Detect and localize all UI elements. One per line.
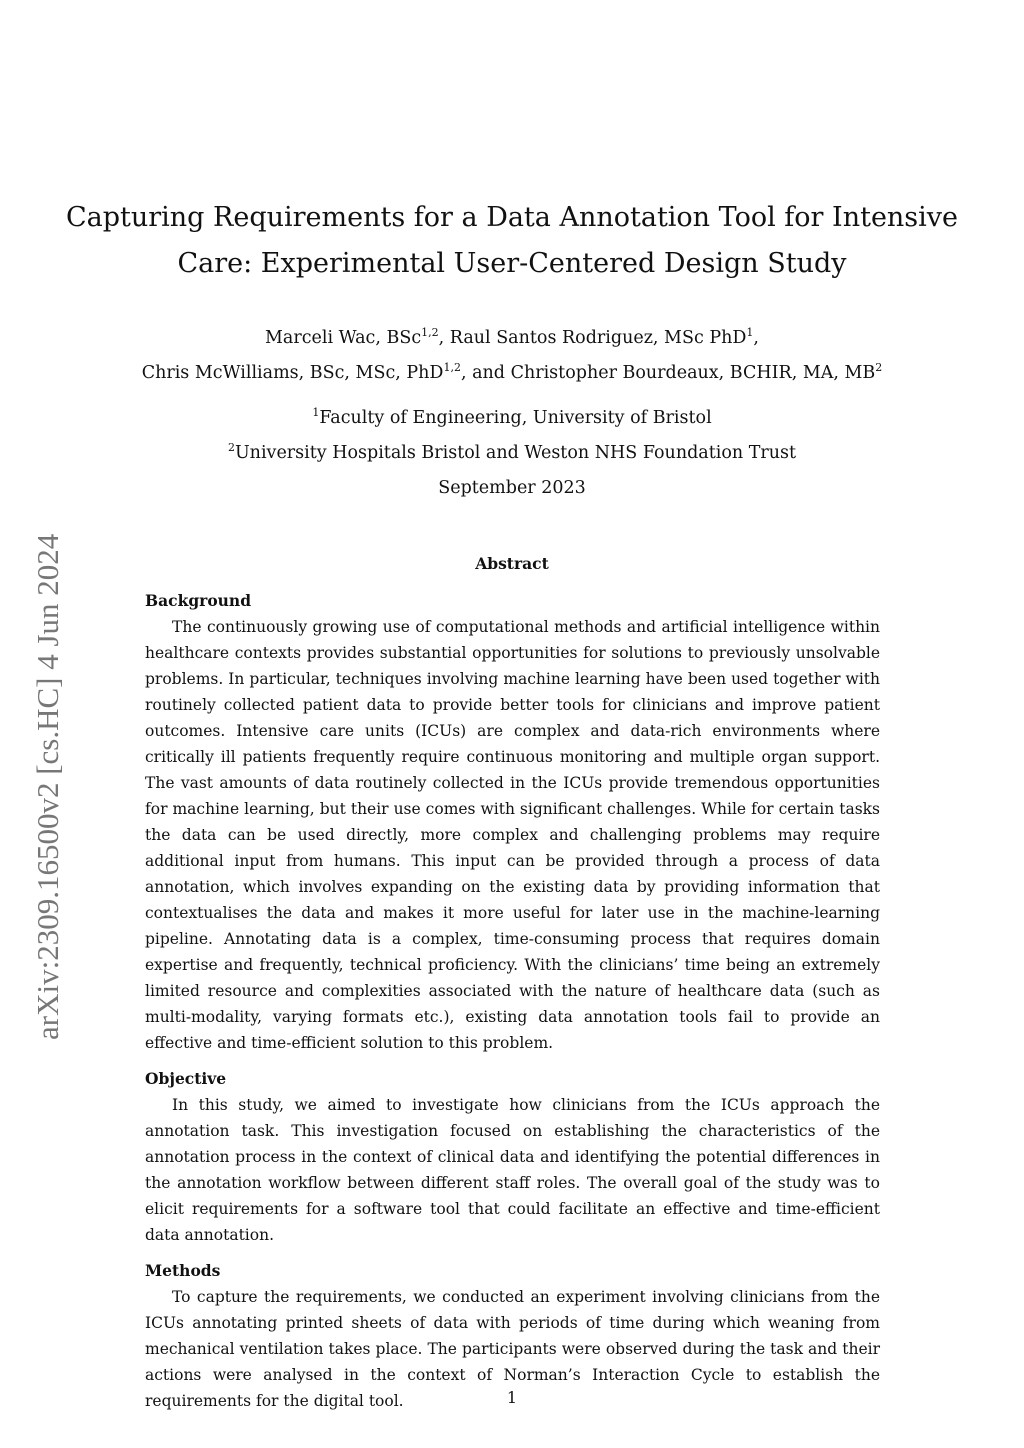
page-number: 1 xyxy=(506,1388,518,1407)
section-text: The continuously growing use of computat… xyxy=(145,618,880,1052)
section-heading: Background xyxy=(145,591,252,610)
paper-title: Capturing Requirements for a Data Annota… xyxy=(65,202,959,279)
section-heading: Objective xyxy=(145,1069,227,1088)
section-text: In this study, we aimed to investigate h… xyxy=(145,1096,880,1244)
section-heading: Methods xyxy=(145,1261,221,1280)
arxiv-identifier: arXiv:2309.16500v2 [cs.HC] 4 Jun 2024 xyxy=(30,533,65,1040)
section-text: To capture the requirements, we conducte… xyxy=(145,1288,880,1410)
abstract-heading: Abstract xyxy=(475,554,549,573)
affiliations: 1Faculty of Engineering, University of B… xyxy=(227,406,797,463)
authors: Marceli Wac, BSc1,2, Raul Santos Rodrigu… xyxy=(141,326,883,383)
abstract-body: Background The continuously growing use … xyxy=(145,588,880,1414)
date: September 2023 xyxy=(438,478,586,498)
